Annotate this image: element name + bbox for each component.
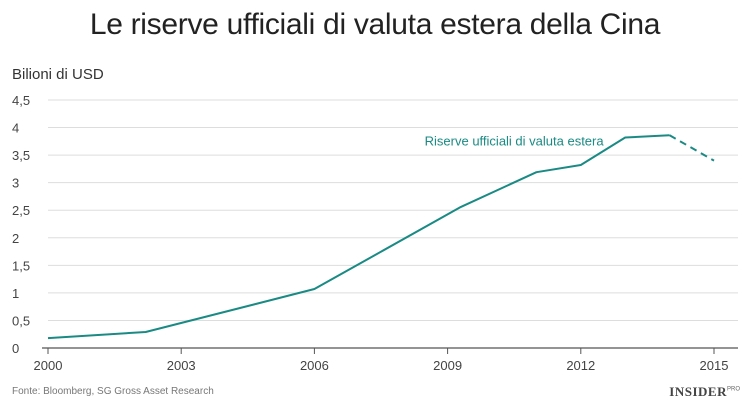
y-tick-label: 3,5 (12, 148, 30, 163)
x-tick-label: 2000 (34, 358, 63, 373)
x-tick-label: 2006 (300, 358, 329, 373)
chart-title: Le riserve ufficiali di valuta estera de… (89, 8, 661, 41)
y-tick-label: 1,5 (12, 258, 30, 273)
y-tick-label: 2,5 (12, 203, 30, 218)
y-axis-label: Bilioni di USD (12, 66, 104, 83)
labels: 0 0,5 1 1,5 2 2,5 3 3,5 4 4,5 2000 2003 2006 2009 2012… (12, 93, 728, 373)
y-tick-label: 4,5 (12, 93, 30, 108)
series-projection-line (669, 134, 715, 162)
brand-name: INSIDER (669, 384, 727, 399)
source-note: Fonte: Bloomberg, SG Gross Asset Researc… (12, 386, 214, 397)
y-tick-label: 1 (12, 286, 19, 301)
gridlines (48, 99, 738, 321)
y-tick-label: 2 (12, 231, 19, 246)
axes (42, 347, 738, 354)
y-tick-label: 3 (12, 176, 19, 191)
series (47, 134, 715, 340)
brand-suffix: PRO (726, 386, 740, 393)
series-label: Riserve ufficiali di valuta estera (425, 133, 605, 148)
x-tick-label: 2009 (433, 358, 462, 373)
y-tick-label: 0 (12, 341, 19, 356)
brand-logo: INSIDERPRO (669, 384, 740, 400)
x-tick-label: 2015 (700, 358, 729, 373)
y-tick-label: 4 (12, 121, 19, 136)
series-line (47, 134, 670, 340)
y-tick-label: 0,5 (12, 313, 30, 328)
x-tick-label: 2003 (167, 358, 196, 373)
x-tick-label: 2012 (566, 358, 595, 373)
